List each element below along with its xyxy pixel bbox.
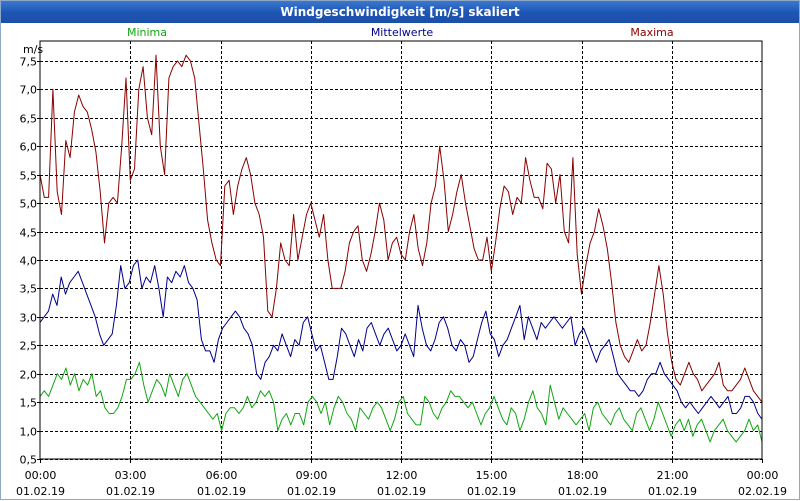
y-tick-label: 6,0 [20,141,38,154]
series-line-minima [39,361,763,443]
x-tick-time: 18:00 [567,469,599,482]
y-axis: 0,5 1,0 1,5 2,0 2,5 3,0 3,5 4,0 4,5 5,0 5,5 6,0 6,5 7… [20,56,40,467]
y-tick-label: 1,5 [20,397,38,410]
y-tick-label: 7,0 [20,84,38,97]
y-tick-label: 6,5 [20,113,38,126]
window-title: Windgeschwindigkeit [m/s] skaliert [1,1,799,23]
series-line-maxima [39,54,763,403]
x-tick-date: 01.02.19 [648,485,697,498]
x-tick-time: 21:00 [657,469,689,482]
x-tick-time: 12:00 [386,469,418,482]
y-tick-label: 5,0 [20,198,38,211]
y-tick-label: 0,5 [20,454,38,467]
series-layer [39,54,763,443]
x-tick-date: 01.02.19 [377,485,426,498]
x-axis: 00:00 01.02.19 03:00 01.02.19 06:00 01.02.19 0… [16,459,787,498]
legend-minima: Minima [127,26,167,39]
y-tick-label: 1,0 [20,426,38,439]
x-tick-date: 02.02.19 [738,485,787,498]
y-tick-label: 3,0 [20,312,38,325]
y-unit-label: m/s [23,43,43,56]
y-tick-label: 7,5 [20,56,38,69]
grid-layer [40,41,762,460]
x-tick-date: 01.02.19 [106,485,155,498]
x-tick-date: 01.02.19 [467,485,516,498]
y-tick-label: 2,0 [20,369,38,382]
legend-mittelwerte: Mittelwerte [371,26,434,39]
x-tick-date: 01.02.19 [16,485,65,498]
x-tick-time: 15:00 [476,469,508,482]
x-tick-time: 00:00 [747,469,779,482]
y-tick-label: 3,5 [20,283,38,296]
x-tick-time: 06:00 [206,469,238,482]
x-tick-date: 01.02.19 [197,485,246,498]
x-tick-date: 01.02.19 [558,485,607,498]
x-tick-time: 09:00 [296,469,328,482]
series-line-mittel [39,259,763,420]
y-tick-label: 2,5 [20,340,38,353]
y-tick-label: 4,0 [20,255,38,268]
y-tick-label: 5,5 [20,170,38,183]
legend-maxima: Maxima [630,26,673,39]
x-tick-date: 01.02.19 [287,485,336,498]
wind-speed-chart: 0,5 1,0 1,5 2,0 2,5 3,0 3,5 4,0 4,5 5,0 5,5 6,0 6,5 7… [16,26,787,498]
x-tick-time: 00:00 [25,469,57,482]
x-tick-time: 03:00 [115,469,147,482]
y-tick-label: 4,5 [20,227,38,240]
